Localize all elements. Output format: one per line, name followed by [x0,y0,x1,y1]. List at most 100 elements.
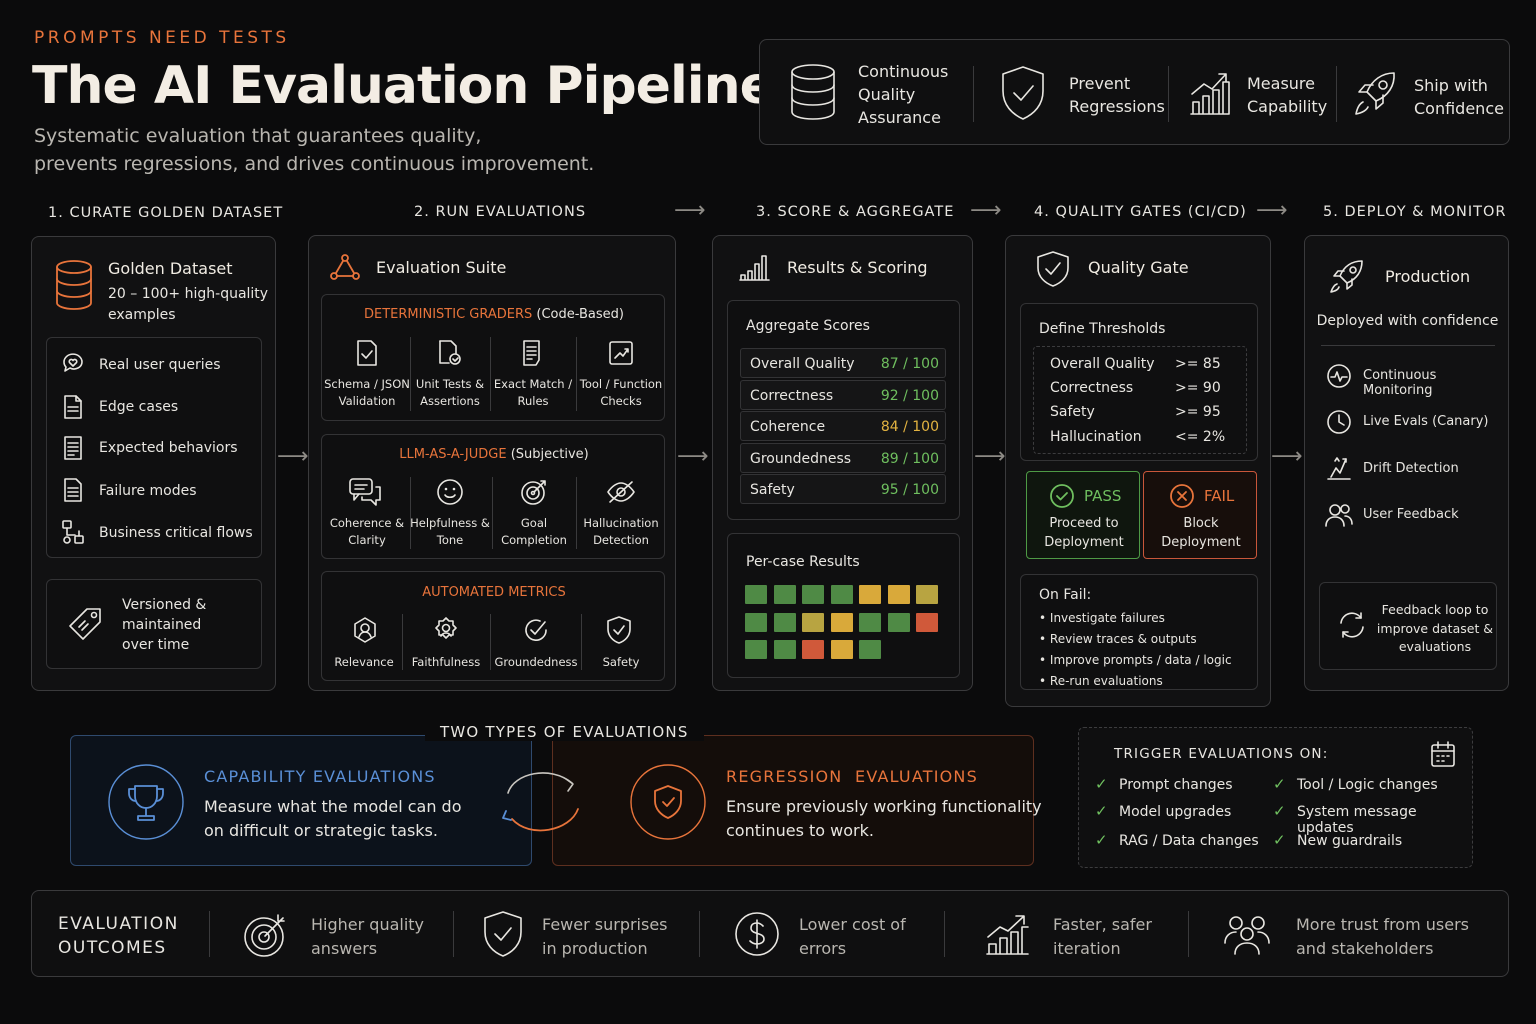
grader-label: Schema / JSON [324,377,410,391]
growth-chart-icon [984,911,1030,957]
step-arrow-4-5: ⟶ [1256,198,1288,223]
production-item: User Feedback [1363,507,1459,522]
thresholds-table: Overall Quality >= 85 Correctness >= 90 … [1033,346,1247,454]
score-value: 84 / 100 [880,419,939,436]
page-title: The AI Evaluation Pipeline [32,56,775,116]
per-case-cell [773,585,796,604]
metric-label: Groundedness [494,655,578,669]
flow-icon [61,519,85,545]
check-icon: ✓ [1095,775,1108,793]
grader-label: Validation [338,394,396,408]
pass-label: PASS [1084,487,1122,505]
fail-label: FAIL [1204,487,1235,505]
network-icon [329,252,361,282]
triggers-panel: TRIGGER EVALUATIONS ON: ✓ Prompt changes… [1078,727,1473,868]
outcome-line: Higher quality [311,915,425,934]
calendar-icon [1429,740,1457,768]
dataset-desc-1: 20 – 100+ high-quality [108,286,269,302]
aggregate-scores-title: Aggregate Scores [746,318,870,334]
judge-label: Coherence & [329,516,405,530]
eyebrow: PROMPTS NEED TESTS [34,28,290,48]
tool-check-icon [607,339,635,367]
refresh-icon [1336,609,1368,641]
score-value: 95 / 100 [880,482,939,499]
faithfulness-icon [431,615,461,645]
capability-desc-2: on difficult or strategic tasks. [204,821,438,840]
deterministic-graders-panel: DETERMINISTIC GRADERS (Code-Based) Schem… [321,294,665,421]
pass-box: PASS Proceed to Deployment [1026,471,1140,559]
rocket-icon [1352,68,1400,118]
bar-chart-icon [1186,68,1232,118]
versioned-line-3: over time [122,637,190,653]
threshold-value: >= 95 [1175,404,1221,420]
outcome-line: and stakeholders [1296,939,1434,958]
llm-judge-subtitle: (Subjective) [510,447,589,462]
benefit-1-line-3: Assurance [858,108,941,127]
triggers-title: TRIGGER EVALUATIONS ON: [1114,746,1329,762]
feedback-line: Feedback loop to [1381,602,1489,617]
judge-label: Clarity [348,533,386,547]
check-icon: ✓ [1273,775,1286,793]
evaluation-suite-card: Evaluation Suite DETERMINISTIC GRADERS (… [308,235,676,691]
outcome-line: Lower cost of [799,915,906,934]
capability-panel [70,735,532,866]
shield-icon [630,764,706,840]
per-case-cell [887,612,910,632]
check-icon: ✓ [1273,831,1286,849]
monitoring-icon [1325,362,1353,390]
outcomes-label-1: EVALUATION [58,914,179,934]
production-item: Live Evals (Canary) [1363,414,1489,429]
cycle-arrows-icon [497,762,585,840]
step-3-title: 3. SCORE & AGGREGATE [756,204,955,220]
dataset-desc-2: examples [108,307,176,323]
target-icon [519,477,549,507]
outcome-line: More trust from users [1296,915,1469,934]
per-case-cell [830,585,853,604]
score-value: 92 / 100 [880,387,939,404]
dollar-icon [733,910,781,958]
suite-title: Evaluation Suite [376,258,507,277]
step-1-title: 1. CURATE GOLDEN DATASET [48,205,284,221]
per-case-cell [859,612,881,632]
benefit-4-line-2: Confidence [1414,99,1504,118]
feedback-line: evaluations [1398,639,1472,654]
judge-label: Goal [520,516,548,530]
trigger-item: Prompt changes [1119,777,1233,793]
scoring-title: Results & Scoring [787,258,928,277]
production-subtitle: Deployed with confidence [1316,313,1499,329]
shield-check-icon [482,909,524,959]
database-icon [52,257,96,313]
trigger-item: New guardrails [1297,833,1403,849]
check-icon: ✓ [1273,802,1286,820]
judge-label: Hallucination [583,516,659,530]
thresholds-title: Define Thresholds [1039,321,1166,337]
threshold-label: Overall Quality [1050,356,1155,372]
grader-label: Exact Match / [493,377,573,391]
chat-bubbles-icon [348,477,384,507]
step-2-title: 2. RUN EVALUATIONS [414,204,587,220]
judge-label: Detection [593,533,649,547]
per-case-cell [802,585,824,604]
per-case-cell [745,612,767,632]
trigger-item: RAG / Data changes [1119,833,1259,849]
regression-desc-2: continues to work. [726,821,874,840]
outcome-line: answers [311,939,378,958]
thresholds-panel: Define Thresholds Overall Quality >= 85 … [1020,303,1258,461]
dataset-items-panel: Real user queries Edge cases Expected be… [46,337,262,558]
groundedness-icon [521,615,551,645]
shield-check-icon [998,64,1048,122]
dataset-item: Edge cases [99,399,179,415]
step-4-title: 4. QUALITY GATES (CI/CD) [1034,204,1247,220]
pass-line-1: Proceed to [1049,516,1119,531]
outcomes-panel: EVALUATION OUTCOMES Higher quality answe… [31,890,1509,977]
dataset-item: Expected behaviors [99,440,238,456]
per-case-cell [745,640,767,659]
threshold-label: Safety [1050,404,1095,420]
grader-label: Unit Tests & [415,377,485,391]
per-case-cell [773,640,796,659]
per-case-cell [887,585,910,604]
per-case-cell [830,612,853,632]
score-label: Coherence [750,419,826,436]
drift-icon [1325,454,1353,482]
per-case-cell [859,640,881,659]
